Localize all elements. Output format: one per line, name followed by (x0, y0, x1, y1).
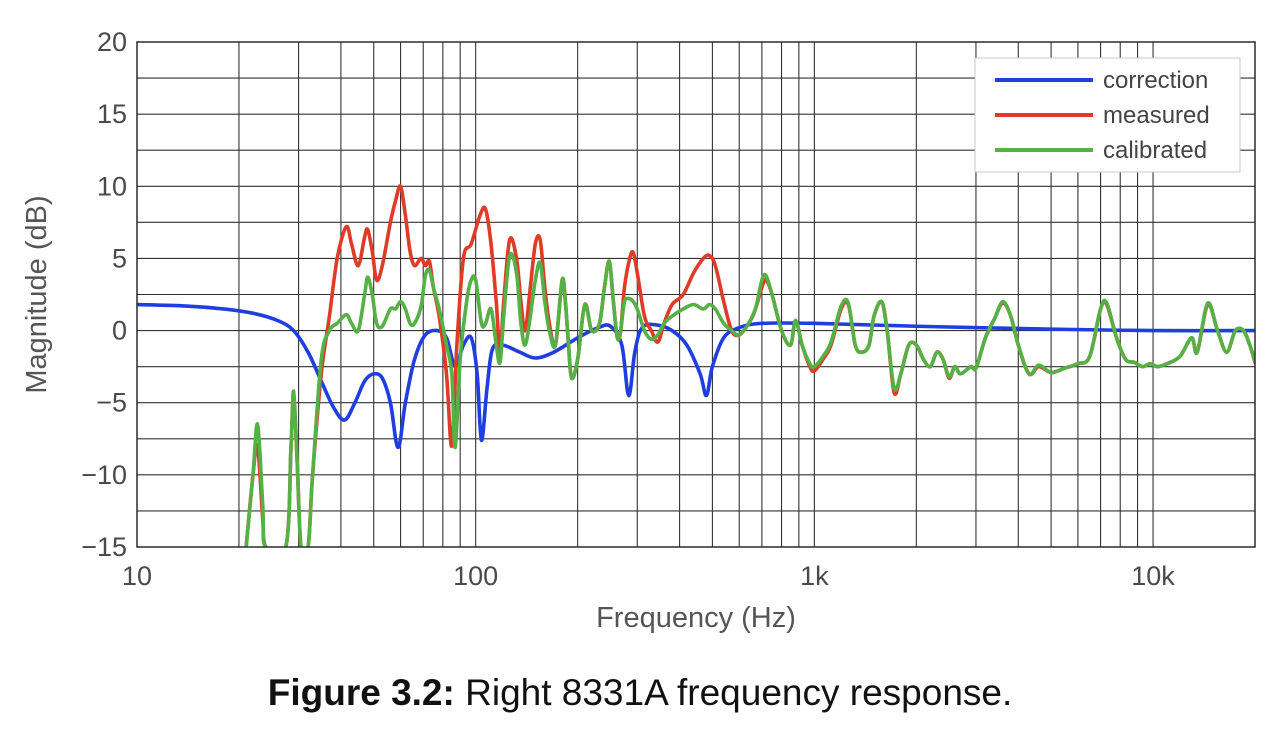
y-tick-label: 15 (97, 99, 127, 129)
tick-labels: 10 100 1k 10k 20 15 10 5 0 −5 −10 −15 (81, 27, 1175, 591)
x-tick-label: 100 (453, 561, 498, 591)
legend: correction measured calibrated (974, 57, 1241, 173)
caption-label: Figure 3.2: (267, 672, 455, 713)
caption-text: Right 8331A frequency response. (454, 672, 1013, 713)
x-tick-label: 10 (122, 561, 152, 591)
series-line-measured (244, 184, 1255, 547)
y-tick-label: −10 (81, 460, 127, 490)
frequency-response-chart: 10 100 1k 10k 20 15 10 5 0 −5 −10 −15 Frequency (Hz… (21, 27, 1256, 634)
x-tick-label: 10k (1131, 561, 1175, 591)
x-tick-label: 1k (800, 561, 829, 591)
series-line-calibrated (244, 251, 1255, 547)
y-tick-label: −15 (81, 532, 127, 562)
y-tick-label: −5 (96, 388, 127, 418)
legend-label-correction: correction (1103, 67, 1208, 94)
y-tick-label: 10 (97, 171, 127, 201)
series-layer (137, 184, 1255, 547)
y-tick-label: 0 (112, 316, 127, 346)
y-axis-title: Magnitude (dB) (21, 195, 53, 393)
y-tick-label: 20 (97, 27, 127, 57)
x-axis-title: Frequency (Hz) (596, 602, 796, 634)
legend-label-calibrated: calibrated (1103, 137, 1207, 164)
plot-frame (136, 41, 1256, 548)
y-tick-label: 5 (112, 243, 127, 273)
figure-caption: Figure 3.2: Right 8331A frequency respon… (0, 672, 1280, 714)
series-line-correction (137, 302, 1255, 450)
legend-label-measured: measured (1103, 102, 1210, 129)
